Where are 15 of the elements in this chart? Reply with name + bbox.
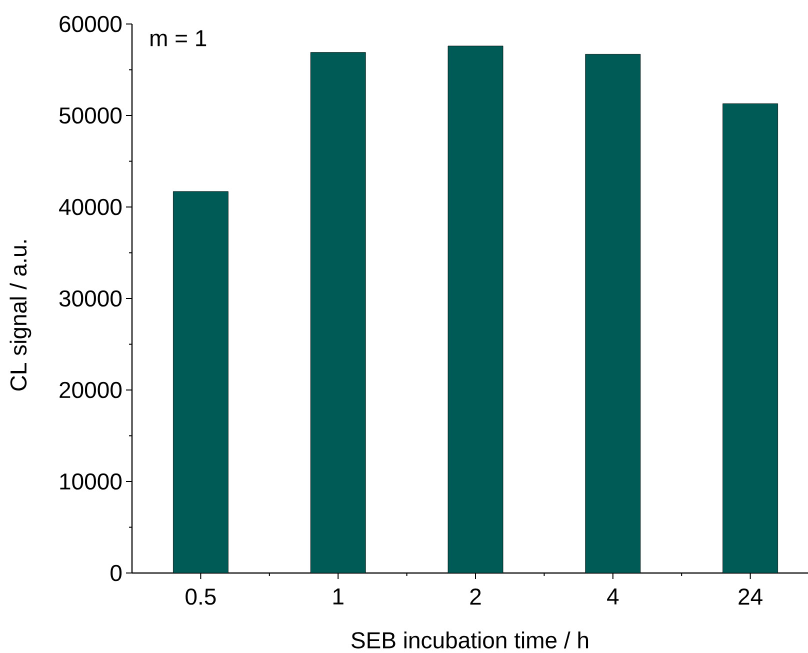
x-tick-label: 4 bbox=[607, 588, 619, 604]
x-tick-label: 0.5 bbox=[186, 588, 216, 605]
y-axis-title: CL signal / a.u. bbox=[10, 240, 32, 391]
y-tick-label: 60000 bbox=[60, 16, 122, 32]
x-tick-label: 1 bbox=[333, 588, 344, 604]
annotation: m = 1 bbox=[150, 30, 206, 46]
y-tick-label: 20000 bbox=[60, 382, 122, 398]
x-axis-title: SEB incubation time / h bbox=[352, 632, 588, 648]
y-tick-label: 10000 bbox=[60, 473, 122, 490]
x-tick-label: 24 bbox=[738, 588, 762, 605]
y-tick-label: 30000 bbox=[59, 290, 122, 307]
y-tick-label: 50000 bbox=[59, 107, 122, 124]
y-tick-label: 40000 bbox=[59, 198, 122, 216]
y-tick-label: 0 bbox=[110, 564, 122, 582]
x-tick-label: 2 bbox=[470, 588, 481, 605]
